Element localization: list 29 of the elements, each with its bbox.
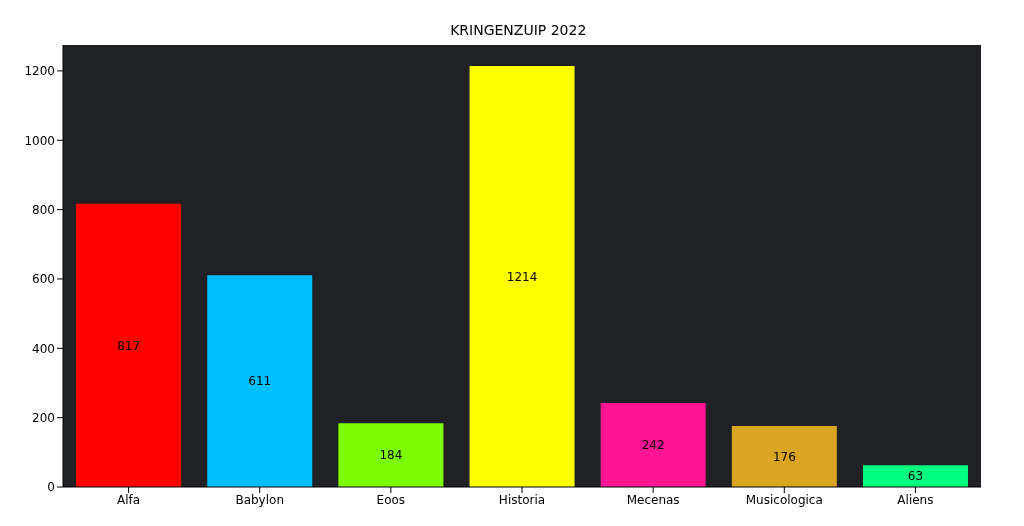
data-label: 63 <box>907 469 924 484</box>
x-tick-label: Musicologica <box>745 492 823 507</box>
x-tick-label: Historia <box>498 492 546 507</box>
y-tick-label: 800 <box>32 202 55 217</box>
chart-title: KRINGENZUIP 2022 <box>449 22 588 38</box>
data-label: 184 <box>379 448 403 463</box>
bar <box>731 425 837 487</box>
bar <box>469 66 575 487</box>
data-label: 817 <box>117 338 141 353</box>
data-label: 611 <box>248 374 272 389</box>
data-label: 242 <box>641 438 665 453</box>
y-tick-label: 1200 <box>24 64 55 79</box>
x-tick-label: Mecenas <box>626 492 680 507</box>
data-label: 1214 <box>506 269 538 284</box>
y-tick-label: 600 <box>32 272 55 287</box>
x-tick-label: Eoos <box>376 492 406 507</box>
bar <box>600 403 706 487</box>
bar <box>207 275 313 487</box>
data-label: 176 <box>772 449 796 464</box>
bar <box>76 203 182 487</box>
y-tick-label: 1000 <box>24 133 55 148</box>
x-tick-label: Alfa <box>117 492 141 507</box>
x-tick-label: Aliens <box>897 492 934 507</box>
bar <box>862 465 968 487</box>
x-tick-label: Babylon <box>235 492 285 507</box>
y-tick-label: 400 <box>32 341 55 356</box>
bar <box>338 423 444 487</box>
y-tick-label: 200 <box>32 410 55 425</box>
y-tick-label: 0 <box>47 480 55 495</box>
